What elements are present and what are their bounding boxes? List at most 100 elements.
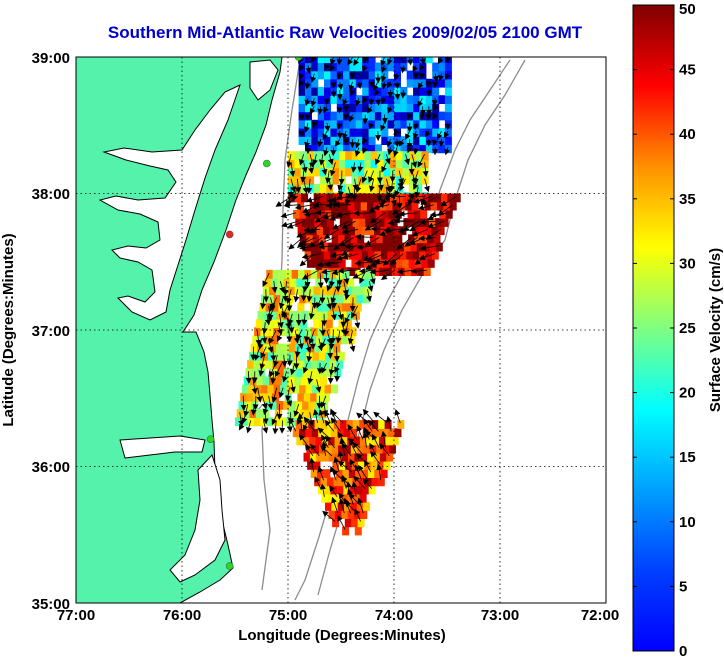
velocity-cell [363, 444, 371, 454]
velocity-cell [301, 218, 309, 227]
velocity-arrow [351, 481, 358, 497]
velocity-cell [350, 209, 358, 219]
velocity-cell [425, 78, 433, 88]
velocity-cell [386, 226, 394, 236]
velocity-cell [299, 384, 307, 394]
velocity-cell [320, 343, 328, 353]
velocity-arrow [336, 122, 343, 130]
velocity-arrow [364, 237, 380, 246]
velocity-cell [359, 278, 367, 287]
velocity-cell [377, 461, 384, 470]
velocity-cell [419, 87, 427, 96]
velocity-cell [324, 485, 332, 495]
velocity-arrow [431, 139, 438, 147]
velocity-arrow [374, 154, 381, 166]
velocity-cell [311, 384, 319, 394]
velocity-cell [387, 95, 395, 104]
velocity-arrow [361, 170, 368, 184]
velocity-arrow [376, 463, 383, 481]
velocity-arrow [425, 81, 432, 88]
velocity-arrow [398, 138, 405, 147]
velocity-cell [292, 428, 300, 438]
velocity-cell [374, 226, 381, 236]
velocity-arrow [327, 346, 334, 359]
velocity-arrow [431, 98, 438, 107]
velocity-cell [409, 218, 417, 227]
velocity-cell [355, 95, 363, 104]
velocity-cell [336, 269, 344, 279]
velocity-cell [296, 368, 304, 377]
velocity-cell [354, 226, 362, 236]
velocity-arrow [338, 492, 348, 506]
velocity-arrow [424, 178, 430, 193]
velocity-cell [279, 327, 287, 337]
velocity-cell [347, 278, 355, 287]
velocity-cell [301, 193, 309, 203]
colorbar [632, 4, 675, 652]
velocity-cell [356, 209, 364, 219]
velocity-arrow [348, 493, 361, 506]
velocity-arrow [412, 147, 419, 155]
velocity-cell [444, 95, 452, 104]
velocity-cell [362, 119, 370, 129]
velocity-cell [368, 250, 376, 260]
velocity-cell [303, 452, 311, 462]
velocity-cell [311, 62, 319, 72]
velocity-arrow [299, 237, 316, 246]
velocity-arrow [310, 73, 317, 83]
velocity-cell [348, 469, 356, 478]
velocity-arrow [419, 219, 439, 226]
velocity-cell [357, 518, 365, 528]
velocity-cell [338, 159, 346, 169]
velocity-cell [372, 436, 380, 446]
velocity-cell [310, 392, 318, 402]
velocity-cell [271, 335, 279, 345]
velocity-cell [419, 78, 427, 88]
velocity-cell [341, 452, 349, 462]
velocity-cell [330, 57, 338, 64]
colorbar-tick-label: 25 [679, 320, 696, 337]
station-marker [294, 57, 303, 61]
velocity-cell [333, 343, 341, 353]
velocity-cell [315, 436, 323, 446]
velocity-cell [432, 78, 440, 88]
velocity-arrow [393, 73, 400, 81]
velocity-cell [316, 392, 324, 402]
velocity-arrow [337, 267, 357, 274]
velocity-cell [374, 128, 382, 137]
velocity-cell [387, 78, 395, 88]
velocity-cell [406, 136, 414, 145]
velocity-cell [395, 234, 403, 244]
pamlico-sound [169, 454, 226, 583]
velocity-cell [368, 95, 376, 104]
velocity-cell [344, 234, 352, 244]
velocity-cell [444, 111, 452, 121]
velocity-arrow [420, 245, 439, 251]
velocity-arrow [425, 130, 431, 138]
velocity-arrow [353, 475, 366, 489]
velocity-cell [336, 103, 344, 113]
velocity-cell [336, 469, 344, 478]
velocity-arrow [310, 443, 320, 457]
velocity-cell [342, 302, 349, 312]
velocity-arrow [343, 322, 350, 337]
velocity-arrow [297, 413, 304, 432]
velocity-cell [288, 167, 295, 177]
velocity-cell [438, 62, 446, 72]
velocity-arrow [324, 419, 335, 432]
velocity-cell [394, 103, 401, 113]
velocity-cell [247, 360, 255, 369]
velocity-cell [356, 485, 363, 495]
velocity-cell [309, 368, 316, 377]
velocity-cell [333, 477, 341, 487]
velocity-cell [336, 144, 344, 154]
velocity-cell [317, 327, 325, 337]
velocity-arrow [411, 228, 428, 237]
velocity-cell [421, 259, 429, 268]
velocity-cell [444, 136, 452, 145]
velocity-cell [294, 167, 302, 177]
velocity-cell [371, 193, 379, 203]
velocity-cell [363, 502, 371, 511]
colorbar-tick-label: 35 [679, 191, 696, 208]
